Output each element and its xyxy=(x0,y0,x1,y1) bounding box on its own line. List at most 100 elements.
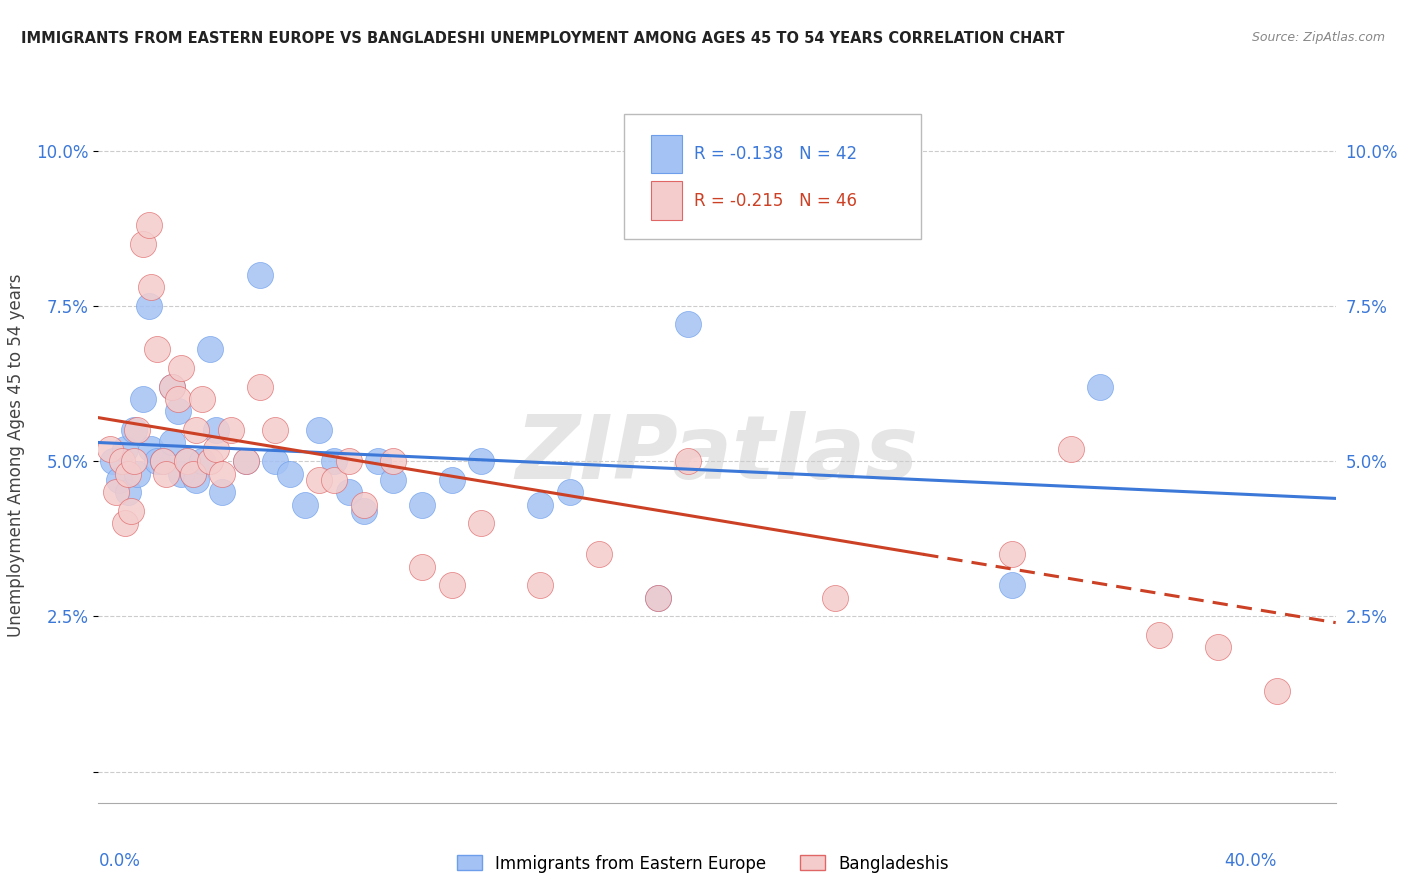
Point xyxy=(294,498,316,512)
Point xyxy=(323,473,346,487)
Point xyxy=(155,467,177,481)
Point xyxy=(588,547,610,561)
Point xyxy=(117,467,139,481)
Point xyxy=(160,379,183,393)
Point xyxy=(105,485,128,500)
Point xyxy=(125,423,148,437)
Text: IMMIGRANTS FROM EASTERN EUROPE VS BANGLADESHI UNEMPLOYMENT AMONG AGES 45 TO 54 Y: IMMIGRANTS FROM EASTERN EUROPE VS BANGLA… xyxy=(21,31,1064,46)
Point xyxy=(211,467,233,481)
Text: R = -0.138   N = 42: R = -0.138 N = 42 xyxy=(693,145,856,162)
Point xyxy=(190,454,212,468)
Point xyxy=(219,423,242,437)
Point xyxy=(558,485,581,500)
Point xyxy=(1001,578,1024,592)
Point xyxy=(647,591,669,605)
Point xyxy=(1265,684,1288,698)
Point xyxy=(98,442,121,456)
Point xyxy=(323,454,346,468)
Point xyxy=(382,454,405,468)
Point xyxy=(353,498,375,512)
Point xyxy=(440,578,463,592)
Point xyxy=(176,454,198,468)
Text: 0.0%: 0.0% xyxy=(98,853,141,871)
Point xyxy=(529,498,551,512)
Point xyxy=(382,473,405,487)
Point xyxy=(176,454,198,468)
Point xyxy=(181,467,204,481)
Point xyxy=(181,467,204,481)
Point xyxy=(529,578,551,592)
Point xyxy=(278,467,301,481)
Legend: Immigrants from Eastern Europe, Bangladeshis: Immigrants from Eastern Europe, Banglade… xyxy=(450,848,956,880)
Point xyxy=(141,442,163,456)
Point xyxy=(211,485,233,500)
Text: R = -0.215   N = 46: R = -0.215 N = 46 xyxy=(693,192,856,210)
FancyBboxPatch shape xyxy=(624,114,921,239)
Point xyxy=(200,454,222,468)
Point xyxy=(152,454,174,468)
Point xyxy=(308,423,330,437)
Point xyxy=(146,454,169,468)
Point xyxy=(353,504,375,518)
Point xyxy=(101,454,124,468)
Point xyxy=(440,473,463,487)
Point xyxy=(676,318,699,332)
Point xyxy=(647,591,669,605)
Point xyxy=(308,473,330,487)
Point xyxy=(131,236,153,251)
Point xyxy=(470,454,492,468)
Point xyxy=(122,454,145,468)
Point xyxy=(170,467,193,481)
Point xyxy=(411,559,433,574)
FancyBboxPatch shape xyxy=(651,135,682,173)
Point xyxy=(114,516,136,531)
Point xyxy=(167,404,190,418)
Point xyxy=(184,423,207,437)
Point xyxy=(138,299,160,313)
Point xyxy=(131,392,153,406)
Point xyxy=(122,423,145,437)
Point xyxy=(824,591,846,605)
Point xyxy=(337,485,360,500)
Text: Source: ZipAtlas.com: Source: ZipAtlas.com xyxy=(1251,31,1385,45)
Point xyxy=(200,343,222,357)
Point xyxy=(170,361,193,376)
Point xyxy=(235,454,257,468)
Point xyxy=(470,516,492,531)
Point xyxy=(676,454,699,468)
Point xyxy=(1088,379,1111,393)
Point xyxy=(114,442,136,456)
Point xyxy=(205,442,228,456)
Point xyxy=(125,467,148,481)
Point xyxy=(264,454,287,468)
Point xyxy=(167,392,190,406)
Point xyxy=(205,423,228,437)
Text: ZIPatlas: ZIPatlas xyxy=(516,411,918,499)
Point xyxy=(111,454,134,468)
Point xyxy=(411,498,433,512)
Point xyxy=(160,435,183,450)
Point xyxy=(1147,628,1170,642)
Point xyxy=(160,379,183,393)
Point xyxy=(1001,547,1024,561)
Point xyxy=(108,473,131,487)
Point xyxy=(1206,640,1229,655)
Point xyxy=(138,218,160,232)
Point xyxy=(146,343,169,357)
Point xyxy=(249,379,271,393)
Point xyxy=(120,504,142,518)
Point xyxy=(235,454,257,468)
Point xyxy=(249,268,271,282)
Point xyxy=(117,485,139,500)
Point xyxy=(337,454,360,468)
Point xyxy=(152,454,174,468)
FancyBboxPatch shape xyxy=(651,181,682,219)
Point xyxy=(190,392,212,406)
Y-axis label: Unemployment Among Ages 45 to 54 years: Unemployment Among Ages 45 to 54 years xyxy=(7,273,25,637)
Text: 40.0%: 40.0% xyxy=(1225,853,1277,871)
Point xyxy=(184,473,207,487)
Point xyxy=(264,423,287,437)
Point xyxy=(1059,442,1081,456)
Point xyxy=(141,280,163,294)
Point xyxy=(367,454,389,468)
